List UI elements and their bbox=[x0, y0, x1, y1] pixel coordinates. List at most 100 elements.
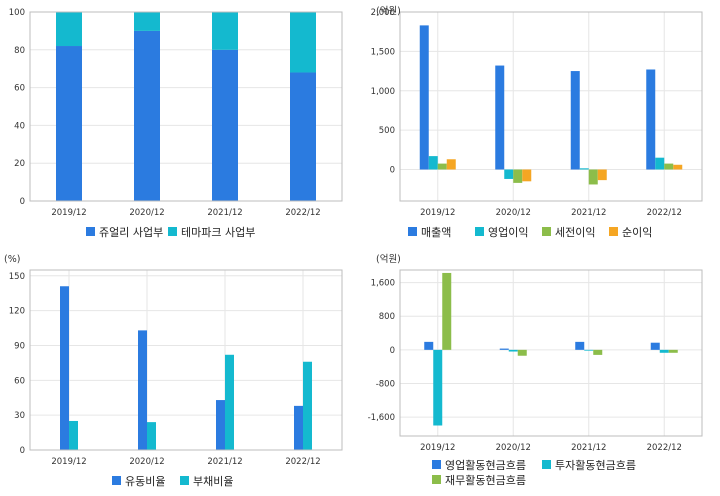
bar bbox=[290, 12, 316, 73]
y-tick-label: 0 bbox=[20, 446, 25, 456]
x-tick-label: 2020/12 bbox=[129, 208, 164, 218]
y-tick-label: 90 bbox=[14, 341, 25, 351]
legend: 매출액 영업이익 세전이익 순이익 bbox=[408, 226, 652, 239]
bar bbox=[56, 46, 82, 201]
x-tick-label: 2021/12 bbox=[207, 457, 242, 467]
plot-area bbox=[30, 270, 342, 450]
y-tick-label: 2,000 bbox=[371, 8, 395, 18]
bar bbox=[147, 422, 156, 450]
bar bbox=[446, 159, 456, 170]
y-tick-label: -800 bbox=[376, 379, 395, 389]
legend-label: 세전이익 bbox=[555, 226, 595, 239]
bar bbox=[593, 349, 603, 355]
bar bbox=[424, 341, 434, 350]
legend-swatch bbox=[475, 227, 484, 236]
bar bbox=[646, 69, 656, 170]
bar bbox=[428, 156, 438, 170]
y-tick-label: 150 bbox=[9, 272, 25, 282]
bar bbox=[597, 169, 607, 181]
x-tick-label: 2022/12 bbox=[285, 457, 320, 467]
bar bbox=[56, 12, 82, 47]
legend-swatch bbox=[408, 227, 417, 236]
x-tick-label: 2021/12 bbox=[571, 443, 606, 453]
x-tick-label: 2020/12 bbox=[129, 457, 164, 467]
bar bbox=[212, 12, 238, 50]
bar bbox=[650, 342, 660, 350]
y-tick-label: 0 bbox=[20, 197, 25, 207]
legend-label: 부채비율 bbox=[193, 475, 233, 488]
legend-label: 순이익 bbox=[622, 226, 652, 239]
y-tick-label: 1,500 bbox=[371, 47, 395, 57]
bar bbox=[303, 361, 312, 450]
bar bbox=[134, 12, 160, 31]
x-tick-label: 2019/12 bbox=[420, 208, 455, 218]
bar bbox=[508, 349, 518, 352]
legend-label: 유동비율 bbox=[125, 475, 165, 488]
bar bbox=[499, 348, 509, 350]
bar bbox=[290, 72, 316, 201]
x-tick-label: 2019/12 bbox=[51, 457, 86, 467]
plot-frame bbox=[29, 11, 343, 202]
y-tick-label: 40 bbox=[14, 121, 25, 131]
y-tick-label: 1,600 bbox=[371, 279, 395, 289]
x-tick-label: 2021/12 bbox=[571, 208, 606, 218]
unit-label: (억원) bbox=[376, 253, 401, 265]
chart-1: 0 20 40 60 80 100 2019/12 2020/12 2021/12 2022/12… bbox=[9, 8, 343, 239]
bar bbox=[588, 169, 598, 185]
legend-label: 테마파크 사업부 bbox=[181, 226, 255, 239]
plot-frame bbox=[29, 269, 343, 451]
bar bbox=[522, 169, 532, 182]
legend-label: 영업이익 bbox=[488, 226, 528, 239]
y-tick-label: -1,600 bbox=[368, 413, 395, 423]
bar bbox=[225, 354, 234, 450]
legend-swatch bbox=[86, 227, 95, 236]
y-tick-label: 60 bbox=[14, 84, 25, 94]
bar bbox=[212, 49, 238, 201]
bar bbox=[659, 349, 669, 353]
legend-label: 영업활동현금흐름 bbox=[445, 458, 526, 472]
chart-4: -1,600 -800 0 800 1,600 2019/12 2020/12 2021/12… bbox=[368, 253, 703, 487]
bar bbox=[294, 405, 303, 450]
y-tick-label: 120 bbox=[9, 307, 25, 317]
bar bbox=[495, 65, 505, 170]
x-tick-label: 2022/12 bbox=[647, 208, 682, 218]
legend-label: 투자활동현금흐름 bbox=[555, 458, 636, 472]
y-tick-label: 500 bbox=[379, 126, 395, 136]
bar bbox=[655, 157, 665, 170]
legend-label: 재무활동현금흐름 bbox=[445, 473, 526, 487]
bar bbox=[513, 169, 523, 183]
bar bbox=[437, 163, 447, 170]
bar bbox=[433, 349, 443, 426]
y-tick-label: 800 bbox=[379, 312, 395, 322]
y-tick-label: 80 bbox=[14, 46, 25, 56]
y-tick-label: 30 bbox=[14, 411, 25, 421]
x-tick-label: 2019/12 bbox=[51, 208, 86, 218]
plot-frame bbox=[399, 11, 703, 202]
y-tick-label: 0 bbox=[390, 166, 395, 176]
y-tick-label: 20 bbox=[14, 159, 25, 169]
bar bbox=[570, 71, 580, 170]
legend: 유동비율 부채비율 bbox=[112, 475, 233, 488]
x-tick-label: 2020/12 bbox=[496, 443, 531, 453]
y-tick-label: 100 bbox=[9, 8, 25, 18]
legend-swatch bbox=[432, 460, 441, 469]
chart-3: 0 30 60 90 120 150 2019/12 2020/12 2021/12 2022/1… bbox=[4, 254, 343, 488]
bar bbox=[138, 330, 147, 450]
unit-label: (억원) bbox=[376, 5, 401, 17]
legend-swatch bbox=[112, 476, 121, 485]
x-tick-label: 2021/12 bbox=[207, 208, 242, 218]
legend-label: 매출액 bbox=[421, 226, 451, 239]
bar bbox=[442, 272, 452, 350]
y-tick-label: 0 bbox=[390, 346, 395, 356]
x-tick-label: 2022/12 bbox=[285, 208, 320, 218]
legend-swatch bbox=[432, 475, 441, 484]
plot-area bbox=[400, 12, 702, 201]
bar bbox=[216, 400, 225, 450]
legend-label: 쥬얼리 사업부 bbox=[99, 225, 163, 239]
plot-frame bbox=[399, 269, 703, 437]
legend-swatch bbox=[168, 227, 177, 236]
bar bbox=[584, 349, 594, 351]
bar bbox=[517, 349, 527, 356]
